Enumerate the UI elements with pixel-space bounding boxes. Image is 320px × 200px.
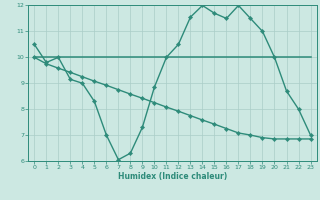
X-axis label: Humidex (Indice chaleur): Humidex (Indice chaleur)	[118, 172, 227, 181]
